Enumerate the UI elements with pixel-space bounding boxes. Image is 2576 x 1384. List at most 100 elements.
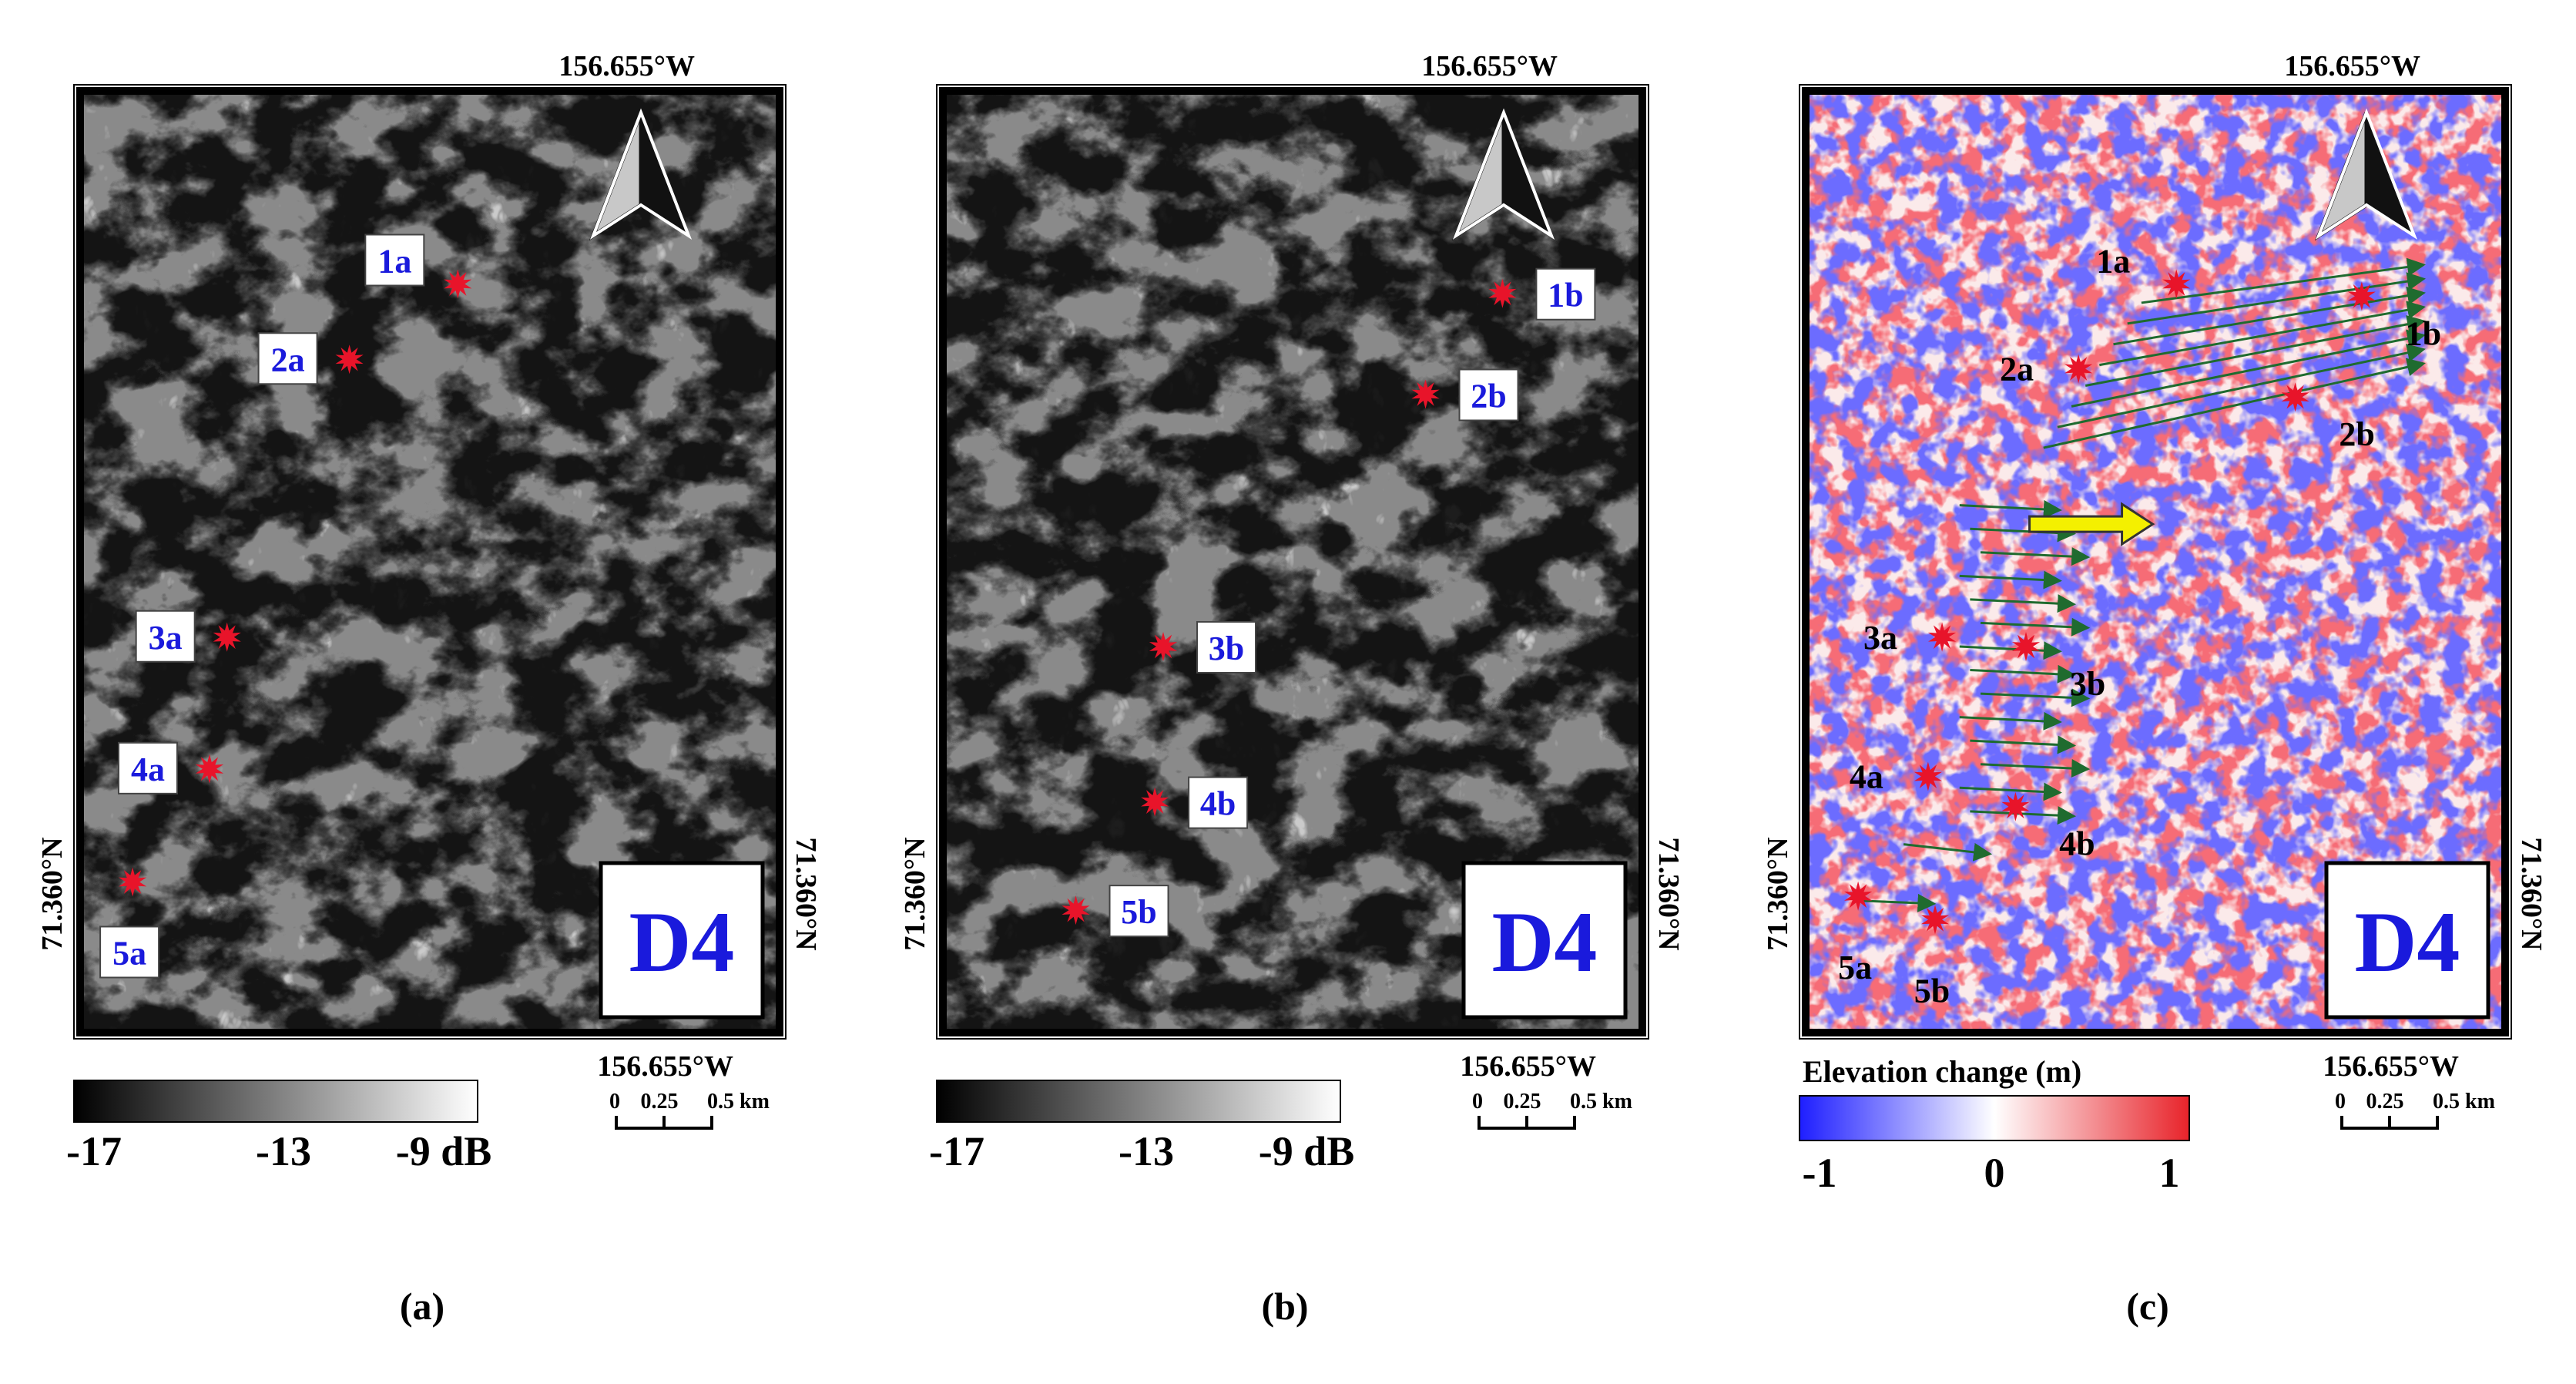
- star-marker-icon: [2281, 382, 2309, 412]
- bottom-longitude-label: 156.655°W: [597, 1050, 733, 1083]
- star-marker-icon: [444, 269, 472, 299]
- north-arrow-icon: [589, 108, 693, 241]
- scale-bar: 0 0.25 0.5 km: [1472, 1090, 1632, 1130]
- colorbar-tick: -9 dB: [1259, 1128, 1355, 1174]
- map-image: [1806, 91, 2505, 1033]
- point-label: 1a: [377, 243, 411, 280]
- point-label-box: [1196, 620, 1257, 674]
- north-arrow-outline: [1452, 108, 1555, 240]
- motion-direction-icon: [2028, 502, 2155, 546]
- star-marker-icon: [1062, 895, 1090, 925]
- point-label: 4b: [2059, 825, 2095, 863]
- displacement-arrow-icon: [1970, 664, 2077, 684]
- scale-bar-label: 0: [1472, 1090, 1483, 1114]
- colorbar-title: Elevation change (m): [1803, 1054, 2081, 1089]
- displacement-arrow-icon: [1959, 499, 2062, 519]
- point-label-box: [135, 610, 196, 663]
- star-marker-icon: [195, 754, 224, 784]
- point-label: 5a: [1838, 949, 1872, 986]
- point-label: 5b: [1914, 972, 1950, 1009]
- point-label-box: [117, 741, 178, 794]
- displacement-arrow-icon: [1903, 842, 1993, 862]
- displacement-arrow-icon: [2085, 314, 2426, 387]
- point-label: 4a: [1850, 758, 1883, 796]
- displacement-arrow-icon: [1980, 759, 2091, 778]
- displacement-arrow-icon: [1970, 594, 2077, 613]
- star-marker-icon: [1844, 881, 1873, 911]
- right-latitude-label: 71.360°N: [2515, 837, 2547, 950]
- point-label-box: [1458, 368, 1519, 422]
- displacement-arrow-icon: [1980, 617, 2091, 637]
- displacement-arrow-icon: [2113, 286, 2426, 346]
- point-label: 4b: [1200, 785, 1236, 823]
- displacement-arrows: [1861, 257, 2426, 912]
- displacement-arrow-icon: [2099, 301, 2426, 367]
- displacement-arrow-icon: [2057, 344, 2426, 428]
- map-outer-frame: [1799, 84, 2512, 1040]
- dataset-badge-text: D4: [629, 895, 735, 990]
- point-label: 1b: [2406, 314, 2441, 352]
- colorbar: [1799, 1095, 2190, 1141]
- star-marker-icon: [1141, 787, 1169, 817]
- point-label: 2a: [2000, 350, 2034, 388]
- colorbar-tick: -17: [929, 1128, 984, 1174]
- point-label: 1a: [2096, 243, 2130, 280]
- star-marker-icon: [2001, 791, 2030, 821]
- colorbar-tick: -13: [1119, 1128, 1174, 1174]
- point-label-box: [1109, 885, 1169, 938]
- point-label: 4a: [131, 751, 165, 788]
- scale-bar-label: 0.25: [1504, 1090, 1541, 1114]
- star-marker-icon: [335, 344, 364, 375]
- dataset-badge-text: D4: [2355, 895, 2460, 990]
- colorbar: [936, 1080, 1341, 1123]
- displacement-arrow-icon: [1959, 711, 2062, 731]
- scale-bar-label: 0.25: [641, 1090, 679, 1114]
- star-marker-icon: [2064, 354, 2093, 384]
- panel-c: 156.655°W 156.655°W 71.360°N 71.360°N D4 1a 1b…: [1762, 50, 2547, 1328]
- displacement-arrow-icon: [2043, 358, 2426, 449]
- colorbar-tick: -17: [66, 1128, 122, 1174]
- scale-bar-label: 0.5 km: [707, 1090, 770, 1114]
- point-label-box: [1188, 776, 1249, 829]
- dataset-badge: [1461, 861, 1628, 1020]
- top-longitude-label: 156.655°W: [558, 50, 695, 82]
- map-frame: [1802, 87, 2509, 1036]
- point-label: 2a: [271, 341, 305, 378]
- dataset-badge: [2324, 861, 2490, 1020]
- star-marker-icon: [1928, 622, 1957, 652]
- colorbar-tick: -13: [256, 1128, 311, 1174]
- colorbar-tick: -9 dB: [396, 1128, 492, 1174]
- point-label-box: [99, 925, 160, 979]
- point-label: 5b: [1121, 893, 1156, 931]
- panel-b: 156.655°W 156.655°W 71.360°N 71.360°N D4 1b 2b…: [899, 50, 1685, 1328]
- panel-caption: (a): [400, 1285, 444, 1328]
- point-label: 3b: [2070, 665, 2105, 703]
- star-marker-icon: [119, 867, 147, 897]
- displacement-arrow-icon: [2127, 272, 2426, 325]
- point-label: 2b: [2339, 415, 2374, 453]
- displacement-arrow-icon: [2141, 257, 2426, 304]
- map-outer-frame: [73, 84, 787, 1040]
- point-label: 3a: [149, 619, 183, 657]
- point-label-box: [364, 233, 425, 287]
- displacement-arrow-icon: [2071, 329, 2426, 408]
- point-label: 3a: [1863, 619, 1897, 657]
- panel-a: 156.655°W 156.655°W 71.360°N 71.360°N D4 1a 2a…: [36, 50, 822, 1328]
- star-marker-icon: [1149, 632, 1178, 661]
- north-arrow-outline: [2315, 108, 2418, 240]
- scale-bar: 0 0.25 0.5 km: [2335, 1090, 2495, 1130]
- dataset-badge-text: D4: [1492, 895, 1598, 990]
- colorbar: [73, 1080, 478, 1123]
- point-label: 2b: [1471, 377, 1506, 415]
- displacement-arrow-icon: [1980, 688, 2091, 707]
- star-marker-icon: [1920, 905, 1950, 935]
- colorbar-tick: 0: [1984, 1150, 2005, 1196]
- left-latitude-label: 71.360°N: [899, 837, 931, 950]
- bottom-longitude-label: 156.655°W: [1460, 1050, 1596, 1083]
- right-latitude-label: 71.360°N: [1652, 837, 1685, 950]
- dataset-badge: [599, 861, 765, 1020]
- top-longitude-label: 156.655°W: [2284, 50, 2420, 82]
- scale-bar-label: 0: [2335, 1090, 2346, 1114]
- displacement-arrow-icon: [1980, 547, 2091, 566]
- point-label-box: [1535, 267, 1596, 321]
